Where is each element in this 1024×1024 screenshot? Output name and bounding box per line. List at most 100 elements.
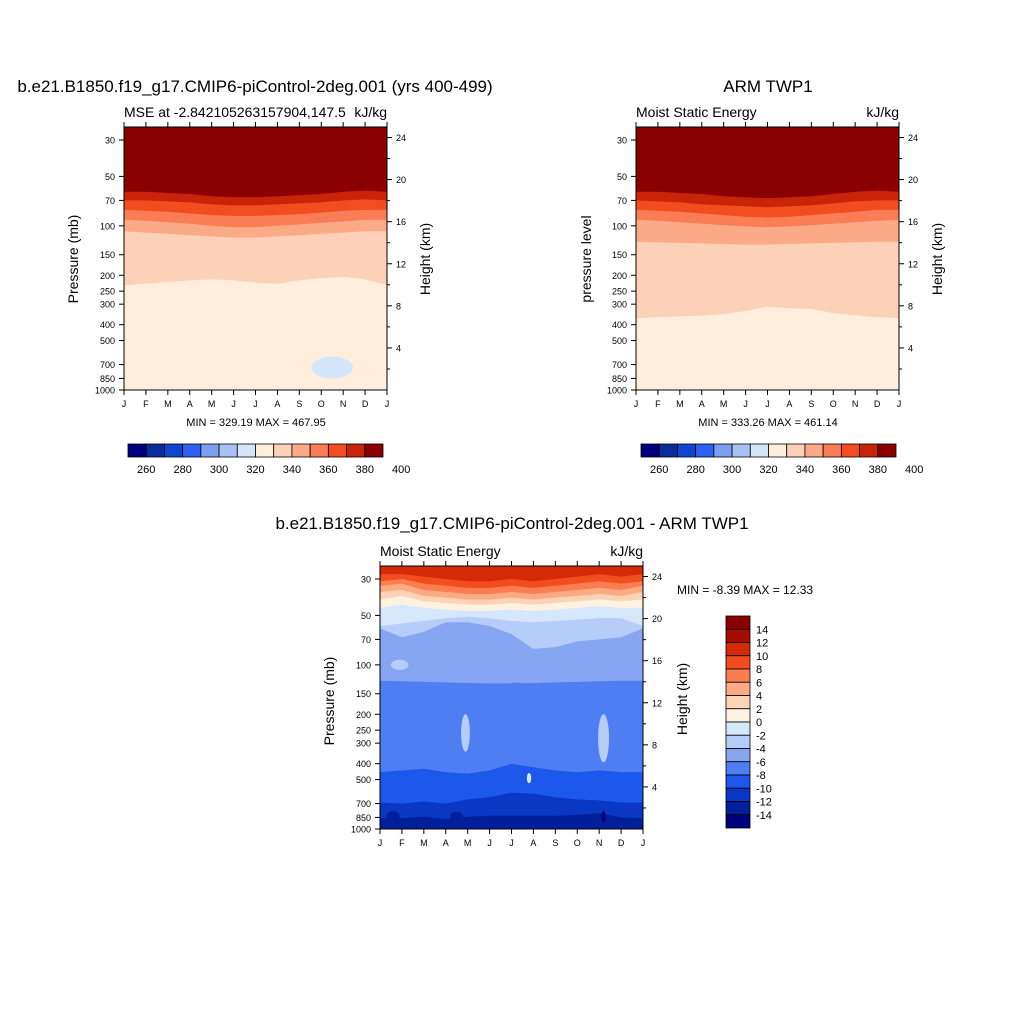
- colorbar-label: 400: [905, 464, 923, 476]
- x-tick-label: J: [487, 838, 492, 848]
- y-tick-label: 70: [105, 196, 115, 206]
- contour-fills: [124, 127, 387, 390]
- colorbar-swatch: [822, 443, 842, 458]
- y-tick-label: 30: [617, 135, 627, 145]
- y-tick-label: 50: [105, 172, 115, 182]
- colorbar-swatch: [200, 443, 220, 458]
- colorbar-swatch: [768, 443, 788, 458]
- panel2-ylabel-right: Height (km): [929, 223, 945, 295]
- colorbar-swatch: [725, 801, 751, 816]
- y-tick-right-label: 8: [908, 301, 913, 311]
- colorbar-swatch: [725, 734, 751, 749]
- y-tick-label: 500: [356, 775, 371, 785]
- x-tick-label: J: [897, 399, 902, 409]
- colorbar-swatch: [309, 443, 329, 458]
- panel3-contour-plot: J F M A M J J A S O N D J 30 50 70 100 150 200 250 300 400 500…: [351, 561, 662, 848]
- colorbar-swatch: [725, 655, 751, 670]
- panel2-minmax: MIN = 333.26 MAX = 461.14: [698, 417, 837, 429]
- colorbar-label: 0: [756, 717, 762, 729]
- colorbar-swatch: [786, 443, 806, 458]
- colorbar-label: 400: [392, 464, 410, 476]
- y-tick-label: 250: [612, 287, 627, 297]
- y-tick-label: 100: [356, 660, 371, 670]
- colorbar-swatch: [725, 668, 751, 683]
- colorbar-label: -10: [756, 783, 772, 795]
- y-tick-right-label: 12: [652, 698, 662, 708]
- y-tick-label: 50: [361, 611, 371, 621]
- y-tick-label: 850: [612, 374, 627, 384]
- colorbar-label: 380: [356, 464, 374, 476]
- colorbar-label: 6: [756, 677, 762, 689]
- x-tick-label: N: [852, 399, 859, 409]
- y-tick-label: 700: [100, 360, 115, 370]
- x-tick-label: N: [340, 399, 347, 409]
- colorbar-swatch: [725, 628, 751, 643]
- colorbar-swatch: [877, 443, 897, 458]
- y-tick-label: 150: [612, 250, 627, 260]
- x-tick-label: M: [420, 838, 428, 848]
- x-tick-label: A: [274, 399, 280, 409]
- y-tick-label: 200: [612, 271, 627, 281]
- colorbar-label: -12: [756, 797, 772, 809]
- colorbar-swatch: [731, 443, 751, 458]
- colorbar-swatch: [658, 443, 678, 458]
- x-tick-label: J: [122, 399, 127, 409]
- panel2-title: ARM TWP1: [723, 77, 812, 96]
- colorbar-label: 360: [319, 464, 337, 476]
- colorbar-swatch: [236, 443, 256, 458]
- contour-fills: [636, 127, 899, 390]
- x-tick-label: O: [574, 838, 581, 848]
- y-tick-label: 700: [612, 360, 627, 370]
- colorbar-swatch: [695, 443, 715, 458]
- x-tick-label: D: [362, 399, 369, 409]
- y-tick-label: 400: [356, 759, 371, 769]
- panel3-ylabel: Pressure (mb): [321, 657, 337, 746]
- y-tick-label: 200: [100, 271, 115, 281]
- y-tick-label: 30: [105, 135, 115, 145]
- colorbar-label: 260: [137, 464, 155, 476]
- y-tick-right-label: 24: [396, 133, 406, 143]
- y-tick-label: 300: [612, 300, 627, 310]
- y-tick-label: 300: [100, 300, 115, 310]
- colorbar-swatch: [725, 748, 751, 763]
- x-tick-label: F: [399, 838, 405, 848]
- contour-blob: [386, 810, 400, 823]
- x-tick-label: S: [296, 399, 302, 409]
- colorbar-swatch: [218, 443, 238, 458]
- colorbar-label: 10: [756, 651, 768, 663]
- colorbar-label: 2: [756, 704, 762, 716]
- colorbar-swatch: [725, 615, 751, 630]
- y-tick-right-label: 12: [908, 259, 918, 269]
- y-tick-label: 850: [100, 374, 115, 384]
- x-tick-label: S: [552, 838, 558, 848]
- colorbar-swatch: [677, 443, 697, 458]
- y-tick-right-label: 20: [908, 175, 918, 185]
- x-tick-label: J: [378, 838, 383, 848]
- panel2-contour-plot: J F M A M J J A S O N D J 30 50 70 100 150 200 250 300 400 500…: [607, 122, 918, 409]
- contour-blob: [450, 811, 464, 822]
- colorbar-label: 8: [756, 664, 762, 676]
- y-tick-right-label: 4: [652, 782, 657, 792]
- panel3-left-subtitle: Moist Static Energy: [380, 543, 501, 559]
- colorbar-swatch: [327, 443, 347, 458]
- colorbar-swatch: [127, 443, 147, 458]
- panel1-left-subtitle: MSE at -2.842105263157904,147.5: [124, 104, 346, 120]
- colorbar-label: 280: [686, 464, 704, 476]
- colorbar-label: 340: [796, 464, 814, 476]
- panel2-left-subtitle: Moist Static Energy: [636, 104, 757, 120]
- colorbar-label: 300: [723, 464, 741, 476]
- colorbar-label: -2: [756, 730, 766, 742]
- colorbar-swatch: [725, 695, 751, 710]
- panel1-right-subtitle: kJ/kg: [354, 104, 387, 120]
- colorbar-label: -6: [756, 757, 766, 769]
- x-tick-label: M: [676, 399, 684, 409]
- y-tick-label: 1000: [351, 825, 371, 835]
- contour-blob: [498, 682, 534, 710]
- y-tick-label: 300: [356, 739, 371, 749]
- y-tick-right-label: 16: [908, 217, 918, 227]
- colorbar-swatch: [713, 443, 733, 458]
- colorbar-swatch: [725, 708, 751, 723]
- colorbar-label: 12: [756, 638, 768, 650]
- colorbar-swatch: [364, 443, 384, 458]
- y-tick-label: 30: [361, 574, 371, 584]
